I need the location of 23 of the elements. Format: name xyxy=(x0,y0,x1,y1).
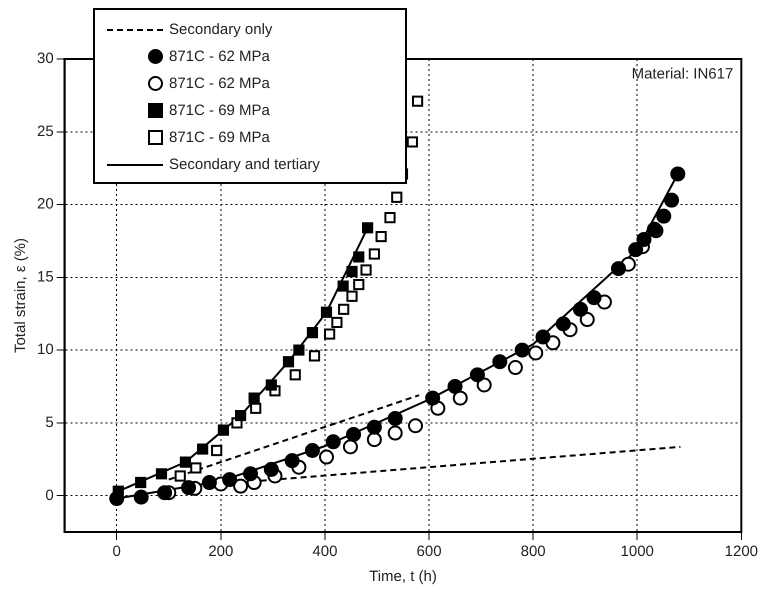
x-tick-label: 800 xyxy=(520,543,546,560)
y-tick-label: 5 xyxy=(45,414,54,431)
x-tick-label: 0 xyxy=(112,543,121,560)
y-axis-title: Total strain, ε (%) xyxy=(12,238,30,354)
legend-label: 871C - 62 MPa xyxy=(169,48,270,65)
y-tick-label: 30 xyxy=(36,50,54,68)
y-tick-label: 15 xyxy=(36,268,54,286)
legend-label: Secondary only xyxy=(169,21,272,38)
y-tick-label: 20 xyxy=(36,196,54,213)
legend-label: Secondary and tertiary xyxy=(169,156,320,173)
legend-label: 871C - 62 MPa xyxy=(169,75,270,92)
x-tick-label: 1200 xyxy=(724,543,758,560)
legend-label: 871C - 69 MPa xyxy=(169,102,270,119)
x-tick-label: 600 xyxy=(416,543,442,560)
x-tick-label: 400 xyxy=(312,543,338,560)
annotation: Material: IN617 xyxy=(632,66,734,83)
y-tick-label: 10 xyxy=(36,341,54,358)
legend-label: 871C - 69 MPa xyxy=(169,129,270,146)
y-tick-label: 0 xyxy=(45,486,54,504)
x-tick-label: 200 xyxy=(208,543,234,560)
x-axis-title: Time, t (h) xyxy=(369,568,437,586)
y-tick-label: 25 xyxy=(36,122,54,140)
x-tick-label: 1000 xyxy=(620,543,654,560)
